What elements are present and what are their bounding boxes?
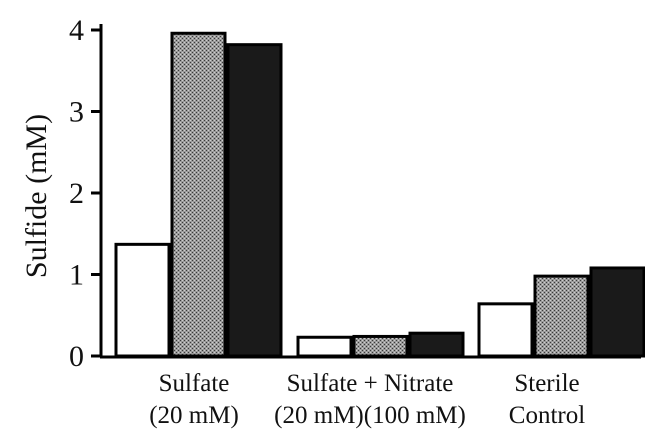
y-tick-label: 4 <box>69 14 84 47</box>
y-tick-label: 1 <box>69 259 84 292</box>
category-label-2-line2: (20 mM)(100 mM) <box>274 402 466 429</box>
category-label-3-line1: Sterile <box>514 370 579 397</box>
bar-series-2-category-1 <box>170 31 227 358</box>
bar-series-2-category-3 <box>533 274 590 358</box>
category-label-3-line2: Control <box>509 402 585 429</box>
category-labels: Sulfate (20 mM) Sulfate + Nitrate (20 mM)(1… <box>149 370 585 429</box>
bar-series-3-category-3 <box>589 266 645 358</box>
bars <box>114 31 645 358</box>
bar-series-1-category-2 <box>296 335 353 358</box>
bar-series-1-category-1 <box>114 242 171 358</box>
y-tick-label: 3 <box>69 96 84 129</box>
y-axis-ticks: 0 1 2 3 4 <box>69 14 101 373</box>
category-label-1-line2: (20 mM) <box>149 402 239 429</box>
bar-series-2-category-2 <box>352 334 409 358</box>
y-tick-label: 0 <box>69 340 84 373</box>
bar-series-3-category-2 <box>408 331 465 358</box>
category-label-1-line1: Sulfate <box>159 370 230 397</box>
y-tick-label: 2 <box>69 177 84 210</box>
y-axis-title: Sulfide (mM) <box>20 114 53 278</box>
bar-series-3-category-1 <box>226 43 283 358</box>
category-label-2-line1: Sulfate + Nitrate <box>287 370 454 397</box>
bar-series-1-category-3 <box>477 302 534 358</box>
